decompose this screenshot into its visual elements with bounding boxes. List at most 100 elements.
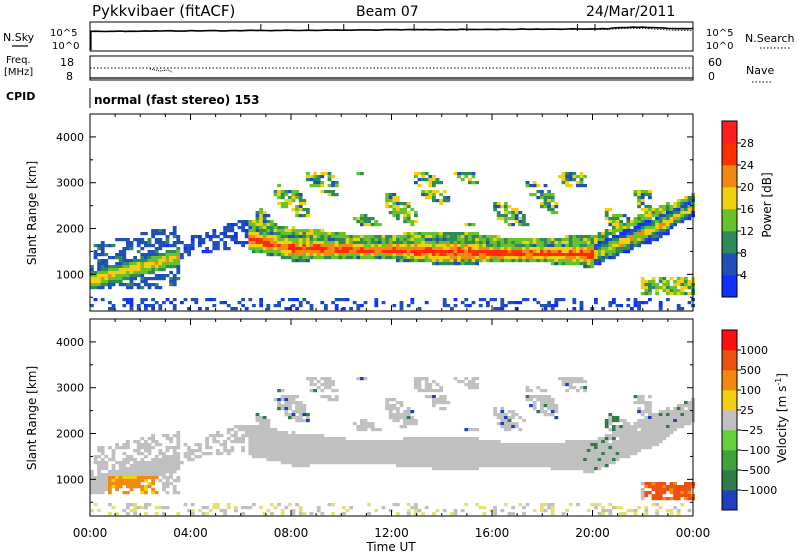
data-cell [302,232,307,236]
data-cell [525,250,530,254]
data-cell [115,280,119,284]
data-cell [316,449,321,453]
data-cell [306,238,310,242]
data-cell [457,235,461,239]
data-cell [655,512,659,516]
data-cell [583,443,587,447]
data-cell [648,205,652,209]
data-cell [637,190,641,194]
data-cell [464,235,469,239]
data-cell [450,259,454,263]
data-cell [334,389,339,393]
data-cell [291,410,296,414]
data-cell [248,446,253,450]
data-cell [216,503,220,507]
data-cell [104,253,109,257]
data-cell [666,497,670,501]
data-cell [586,238,591,242]
data-cell [604,253,609,257]
freq-tick-bottom: 8 [66,70,73,83]
data-cell [136,259,141,263]
data-cell [111,473,116,477]
data-cell [489,458,494,462]
data-cell [540,259,544,263]
data-cell [396,214,400,218]
data-cell [540,503,544,507]
data-cell [511,241,515,245]
data-cell [439,232,443,236]
data-cell [381,235,386,239]
data-cell [270,232,274,236]
data-cell [439,401,443,405]
data-cell [100,283,105,287]
data-cell [622,437,627,441]
data-cell [453,241,458,245]
data-cell [144,283,148,287]
data-cell [237,301,242,305]
data-cell [637,307,641,311]
data-cell [432,193,436,197]
data-cell [291,431,296,435]
data-cell [432,380,436,384]
data-cell [93,253,98,257]
data-cell [298,256,303,260]
data-cell [525,241,530,245]
data-cell [471,262,476,266]
data-cell [572,235,577,239]
data-cell [684,485,688,489]
nave-label: Nave [746,64,774,77]
data-cell [432,440,436,444]
data-cell [115,470,119,474]
data-cell [536,301,541,305]
data-cell [493,512,497,516]
data-cell [428,196,433,200]
data-cell [280,437,285,441]
data-cell [403,452,407,456]
data-cell [439,181,443,185]
data-cell [442,196,447,200]
data-cell [669,488,674,492]
data-cell [234,307,238,311]
data-cell [637,431,641,435]
data-cell [669,512,674,516]
data-cell [414,443,418,447]
data-cell [255,244,260,248]
data-cell [140,470,145,474]
data-cell [468,244,472,248]
data-cell [568,440,573,444]
data-cell [637,443,641,447]
data-cell [482,443,487,447]
data-cell [522,244,526,248]
data-cell [129,277,134,281]
data-cell [126,485,130,489]
data-cell [288,196,292,200]
data-cell [280,190,285,194]
data-cell [248,244,253,248]
data-cell [637,205,641,209]
data-cell [522,464,526,468]
data-cell [385,193,389,197]
data-cell [676,277,681,281]
data-cell [259,223,263,227]
data-cell [381,443,386,447]
data-cell [655,289,659,293]
data-cell [288,449,292,453]
data-cell [298,241,303,245]
data-cell [327,443,332,447]
data-cell [255,428,260,432]
data-cell [298,458,303,462]
data-cell [428,247,433,251]
data-cell [439,244,443,248]
data-cell [273,235,278,239]
data-cell [612,449,616,453]
data-cell [316,458,321,462]
data-cell [349,506,353,510]
data-cell [637,425,641,429]
data-cell [428,461,433,465]
data-cell [622,452,627,456]
data-cell [360,220,364,224]
data-cell [658,211,663,215]
data-cell [316,235,321,239]
data-cell [133,440,137,444]
data-cell [280,449,285,453]
